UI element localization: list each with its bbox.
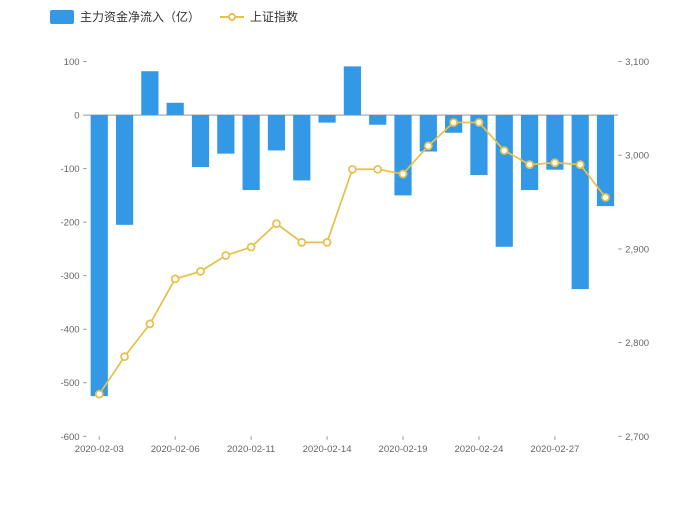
- y-right-tick-label: 3,000: [625, 151, 649, 162]
- line-marker: [450, 119, 457, 126]
- bar: [268, 115, 285, 150]
- legend-item-bar: 主力资金净流入（亿）: [50, 8, 200, 25]
- bar: [344, 66, 361, 115]
- y-left-tick-label: -600: [60, 432, 79, 443]
- line-marker: [324, 239, 331, 246]
- line-marker: [248, 244, 255, 251]
- bar: [572, 115, 589, 289]
- line-marker: [273, 220, 280, 227]
- y-left-tick-label: -200: [60, 218, 79, 229]
- line-marker: [197, 268, 204, 275]
- line-marker: [400, 171, 407, 178]
- x-tick-label: 2020-02-19: [379, 444, 428, 455]
- line-marker: [602, 194, 609, 201]
- line-marker: [121, 353, 128, 360]
- line-marker: [349, 166, 356, 173]
- line-marker: [551, 159, 558, 166]
- chart-svg: -600 -500 -400 -300 -200 -100 0 100 2,700 2,800 2,…: [50, 32, 660, 492]
- x-tick-label: 2020-02-14: [303, 444, 353, 455]
- line-marker: [577, 161, 584, 168]
- line-marker: [374, 166, 381, 173]
- bar: [192, 115, 209, 167]
- bar: [217, 115, 234, 154]
- x-tick-label: 2020-02-06: [151, 444, 200, 455]
- legend-line-label: 上证指数: [250, 8, 298, 25]
- line-marker: [146, 320, 153, 327]
- chart-legend: 主力资金净流入（亿） 上证指数: [50, 8, 298, 25]
- legend-bar-swatch: [50, 10, 74, 24]
- bar: [91, 115, 108, 396]
- x-tick-label: 2020-02-11: [227, 444, 275, 455]
- line-marker: [172, 275, 179, 282]
- bar: [116, 115, 133, 225]
- bar: [597, 115, 614, 206]
- y-left-tick-label: 100: [64, 57, 80, 68]
- y-right-tick-label: 2,900: [625, 244, 649, 255]
- y-left-tick-label: -300: [60, 271, 79, 282]
- x-tick-label: 2020-02-27: [530, 444, 579, 455]
- bar: [496, 115, 513, 247]
- y-left-tick-label: 0: [74, 111, 79, 122]
- line-marker: [526, 161, 533, 168]
- legend-item-line: 上证指数: [220, 8, 298, 25]
- x-tick-label: 2020-02-24: [454, 444, 504, 455]
- bar: [318, 115, 335, 122]
- line-marker: [298, 239, 305, 246]
- bar: [293, 115, 310, 180]
- bar: [369, 115, 386, 125]
- bar: [394, 115, 411, 195]
- y-left-tick-label: -100: [60, 164, 79, 175]
- line-marker: [222, 252, 229, 259]
- y-right-tick-label: 2,800: [625, 338, 649, 349]
- line-marker: [501, 147, 508, 154]
- legend-line-swatch: [220, 10, 244, 24]
- bar: [167, 103, 184, 115]
- y-right-tick-label: 2,700: [625, 432, 649, 443]
- legend-bar-label: 主力资金净流入（亿）: [80, 8, 200, 25]
- y-left-tick-label: -500: [60, 378, 79, 389]
- bar: [521, 115, 538, 190]
- bar: [141, 71, 158, 115]
- bar: [243, 115, 260, 190]
- x-tick-label: 2020-02-03: [75, 444, 124, 455]
- line-marker: [96, 391, 103, 398]
- y-left-tick-label: -400: [60, 325, 79, 336]
- line-marker: [425, 142, 432, 149]
- y-right-tick-label: 3,100: [625, 57, 649, 68]
- chart-plot-area: -600 -500 -400 -300 -200 -100 0 100 2,700 2,800 2,…: [50, 32, 660, 492]
- line-marker: [475, 119, 482, 126]
